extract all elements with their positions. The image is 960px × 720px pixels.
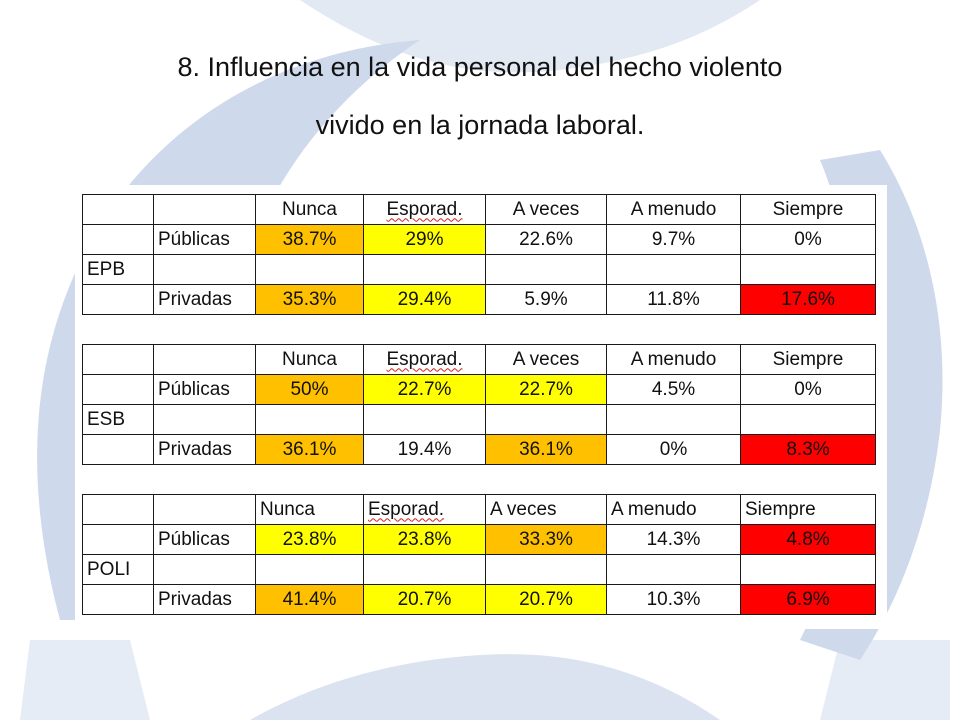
value-cell: 38.7% [255, 224, 364, 255]
table-row: Privadas 36.1% 19.4% 36.1% 0% 8.3% [82, 434, 876, 465]
value-cell: 29.4% [363, 284, 486, 315]
row-label: Privadas [153, 434, 256, 465]
header-esporad: Esporad. [363, 494, 486, 525]
row-label: Privadas [153, 284, 256, 315]
title-line-2: vivido en la jornada laboral. [315, 110, 645, 140]
value-cell: 4.5% [606, 374, 741, 405]
header-a-menudo: A menudo [606, 194, 741, 225]
header-a-veces: A veces [485, 494, 607, 525]
value-cell: 23.8% [363, 524, 486, 555]
value-cell: 4.8% [740, 524, 876, 555]
group-label: ESB [82, 404, 154, 435]
value-cell: 14.3% [606, 524, 741, 555]
table-row: Privadas 35.3% 29.4% 5.9% 11.8% 17.6% [82, 284, 876, 315]
value-cell: 22.6% [485, 224, 607, 255]
value-cell: 35.3% [255, 284, 364, 315]
table-row: Privadas 41.4% 20.7% 20.7% 10.3% 6.9% [82, 584, 876, 615]
header-row: Nunca Esporad. A veces A menudo Siempre [82, 194, 876, 225]
header-a-veces: A veces [485, 344, 607, 375]
header-esporad: Esporad. [363, 194, 486, 225]
group-row: EPB [82, 254, 876, 285]
group-label: POLI [82, 554, 154, 585]
table-esb: Nunca Esporad. A veces A menudo Siempre … [82, 344, 876, 465]
value-cell: 19.4% [363, 434, 486, 465]
value-cell: 29% [363, 224, 486, 255]
value-cell: 10.3% [606, 584, 741, 615]
value-cell: 20.7% [485, 584, 607, 615]
header-nunca: Nunca [255, 344, 364, 375]
header-nunca: Nunca [255, 194, 364, 225]
header-row: Nunca Esporad. A veces A menudo Siempre [82, 494, 876, 525]
row-label: Públicas [153, 224, 256, 255]
header-a-menudo: A menudo [606, 494, 741, 525]
table-row: Públicas 50% 22.7% 22.7% 4.5% 0% [82, 374, 876, 405]
header-siempre: Siempre [740, 194, 876, 225]
value-cell: 50% [255, 374, 364, 405]
table-epb: Nunca Esporad. A veces A menudo Siempre … [82, 194, 876, 315]
value-cell: 8.3% [740, 434, 876, 465]
title-line-1: 8. Influencia en la vida personal del he… [177, 52, 783, 82]
value-cell: 9.7% [606, 224, 741, 255]
value-cell: 20.7% [363, 584, 486, 615]
value-cell: 41.4% [255, 584, 364, 615]
header-a-menudo: A menudo [606, 344, 741, 375]
value-cell: 0% [740, 224, 876, 255]
value-cell: 0% [606, 434, 741, 465]
table-row: Públicas 23.8% 23.8% 33.3% 14.3% 4.8% [82, 524, 876, 555]
value-cell: 36.1% [255, 434, 364, 465]
value-cell: 0% [740, 374, 876, 405]
value-cell: 17.6% [740, 284, 876, 315]
value-cell: 22.7% [363, 374, 486, 405]
group-label: EPB [82, 254, 154, 285]
header-nunca: Nunca [255, 494, 364, 525]
header-a-veces: A veces [485, 194, 607, 225]
value-cell: 36.1% [485, 434, 607, 465]
group-row: ESB [82, 404, 876, 435]
value-cell: 22.7% [485, 374, 607, 405]
value-cell: 11.8% [606, 284, 741, 315]
header-siempre: Siempre [740, 344, 876, 375]
table-poli: Nunca Esporad. A veces A menudo Siempre … [82, 494, 876, 615]
value-cell: 33.3% [485, 524, 607, 555]
header-esporad: Esporad. [363, 344, 486, 375]
row-label: Privadas [153, 584, 256, 615]
slide-title: 8. Influencia en la vida personal del he… [40, 38, 920, 154]
row-label: Públicas [153, 524, 256, 555]
row-label: Públicas [153, 374, 256, 405]
value-cell: 5.9% [485, 284, 607, 315]
header-row: Nunca Esporad. A veces A menudo Siempre [82, 344, 876, 375]
header-siempre: Siempre [740, 494, 876, 525]
value-cell: 6.9% [740, 584, 876, 615]
value-cell: 23.8% [255, 524, 364, 555]
group-row: POLI [82, 554, 876, 585]
table-row: Públicas 38.7% 29% 22.6% 9.7% 0% [82, 224, 876, 255]
